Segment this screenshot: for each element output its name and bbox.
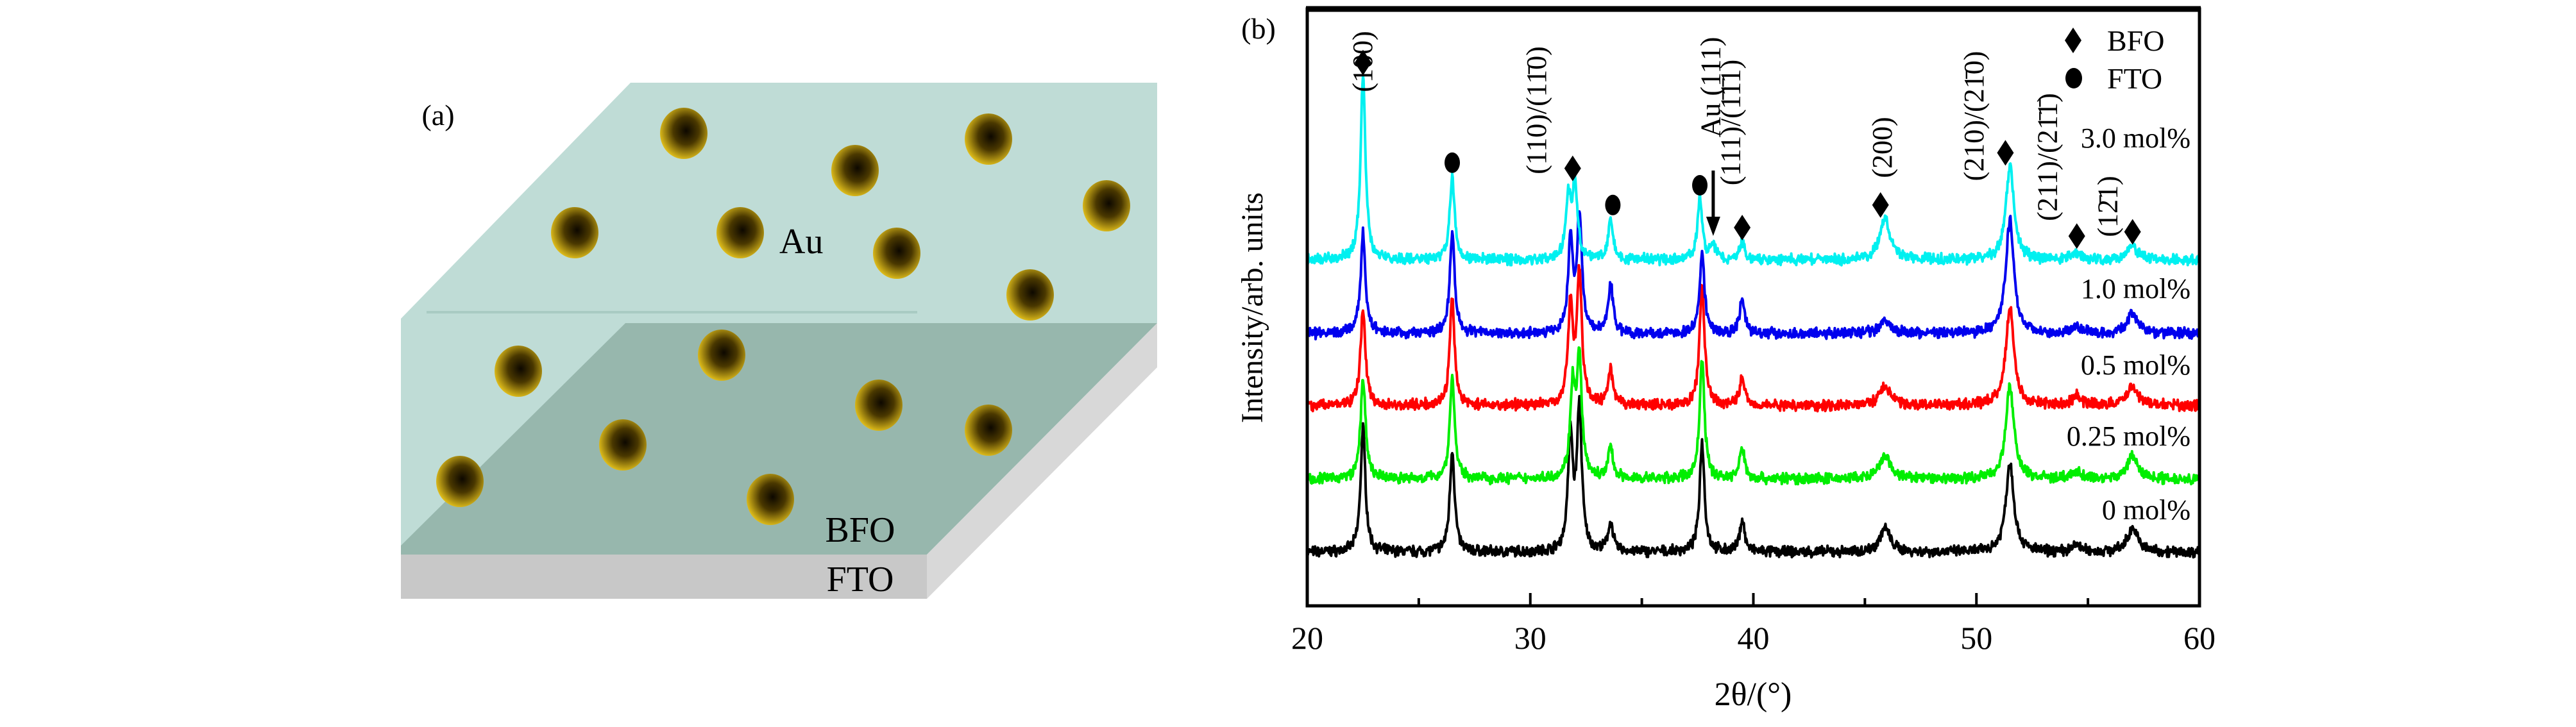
x-tick-label: 30	[1514, 620, 1546, 656]
fto-circle-icon	[1692, 175, 1708, 196]
au-particles	[436, 108, 1130, 525]
fto-substrate-side	[927, 323, 1157, 599]
series-label: 0.5 mol%	[2081, 349, 2190, 381]
fto-label: FTO	[827, 560, 894, 599]
peak-label: (200)	[1867, 117, 1898, 178]
au-particle-icon	[873, 228, 920, 279]
xrd-trace-3-0-mol-	[1306, 74, 2201, 267]
arrow-head-icon	[1706, 217, 1720, 236]
peak-label: (211)/(21̄1̄)	[2032, 93, 2063, 221]
bfo-diamond-icon	[2068, 223, 2085, 249]
x-tick-label: 60	[2183, 620, 2216, 656]
x-axis-tick-labels: 20 30 40 50 60	[1291, 620, 2216, 656]
peak-label: Au (111)	[1695, 37, 1726, 138]
panel-b-label: (b)	[1241, 12, 1276, 45]
bfo-diamond-icon	[1997, 140, 2014, 166]
legend-circle-icon	[2065, 68, 2082, 88]
au-peak-arrow	[1706, 171, 1720, 236]
x-axis-label: 2θ/(°)	[1715, 676, 1792, 713]
au-particle-icon	[599, 419, 647, 471]
au-particle-icon	[1006, 269, 1054, 321]
bfo-diamond-icon	[2124, 219, 2141, 245]
fto-circle-icon	[1605, 194, 1621, 215]
peak-label: (210)/(21̄0)	[1958, 51, 1990, 181]
series-label: 0.25 mol%	[2067, 421, 2190, 452]
plot-frame	[1305, 7, 2201, 608]
au-particle-icon	[855, 380, 902, 431]
bfo-inner-plane	[401, 323, 1157, 555]
x-tick-label: 50	[1960, 620, 1992, 656]
au-particle-icon	[698, 330, 745, 381]
panel-b-xrd-chart: (b) 20 30 40 50 60 2θ/(°) Intensity/arb. uni…	[1235, 6, 2216, 713]
series-label: 0 mol%	[2102, 494, 2190, 526]
series-label: 1.0 mol%	[2081, 273, 2190, 305]
legend: BFO FTO	[2065, 24, 2164, 95]
xrd-trace-0-25-mol-	[1306, 346, 2201, 486]
peak-label: (110)/(11̄0)	[1521, 46, 1552, 174]
xrd-trace-1-0-mol-	[1306, 210, 2201, 340]
x-tick-label: 40	[1738, 620, 1770, 656]
bfo-diamond-icon	[1872, 192, 1889, 218]
bfo-diamond-icon	[1354, 49, 1371, 76]
au-particle-icon	[660, 108, 708, 159]
xrd-trace-0-mol-	[1306, 395, 2201, 559]
fto-circle-icon	[1445, 152, 1461, 173]
au-particle-icon	[495, 346, 542, 397]
bfo-diamond-icon	[1564, 155, 1581, 181]
legend-label-bfo: BFO	[2107, 24, 2164, 57]
bfo-diamond-icon	[1734, 215, 1751, 240]
au-particle-icon	[965, 113, 1012, 165]
legend-diamond-icon	[2065, 28, 2081, 53]
x-tick-label: 20	[1291, 620, 1323, 656]
series-label: 3.0 mol%	[2081, 122, 2190, 154]
y-axis-label: Intensity/arb. units	[1235, 192, 1269, 423]
bfo-label: BFO	[826, 510, 895, 550]
peak-label: (12̄1)	[2092, 176, 2123, 237]
peak-labels: (100)(110)/(11̄0)Au (111)(111)/(1̄1̄1)(2…	[1347, 31, 2123, 237]
au-particle-icon	[831, 145, 879, 196]
au-label: Au	[779, 222, 823, 262]
au-particle-icon	[551, 207, 598, 258]
au-particle-icon	[747, 474, 794, 525]
series-labels: 0 mol% 0.25 mol% 0.5 mol% 1.0 mol% 3.0 mol%	[2067, 122, 2190, 526]
panel-a-label: (a)	[421, 99, 454, 131]
peak-label: (111)/(1̄1̄1)	[1715, 60, 1747, 185]
phase-markers	[1354, 49, 2141, 249]
au-particle-icon	[716, 207, 764, 258]
au-particle-icon	[436, 456, 484, 507]
xrd-trace-0-5-mol-	[1306, 263, 2201, 413]
x-axis-ticks	[1306, 593, 2201, 606]
panel-a-schematic: (a) Au BFO FTO	[401, 83, 1157, 599]
xrd-traces	[1306, 74, 2201, 559]
fto-substrate-front	[401, 555, 927, 599]
au-particle-icon	[1083, 180, 1130, 231]
au-particle-icon	[965, 405, 1012, 456]
legend-label-fto: FTO	[2107, 62, 2162, 95]
